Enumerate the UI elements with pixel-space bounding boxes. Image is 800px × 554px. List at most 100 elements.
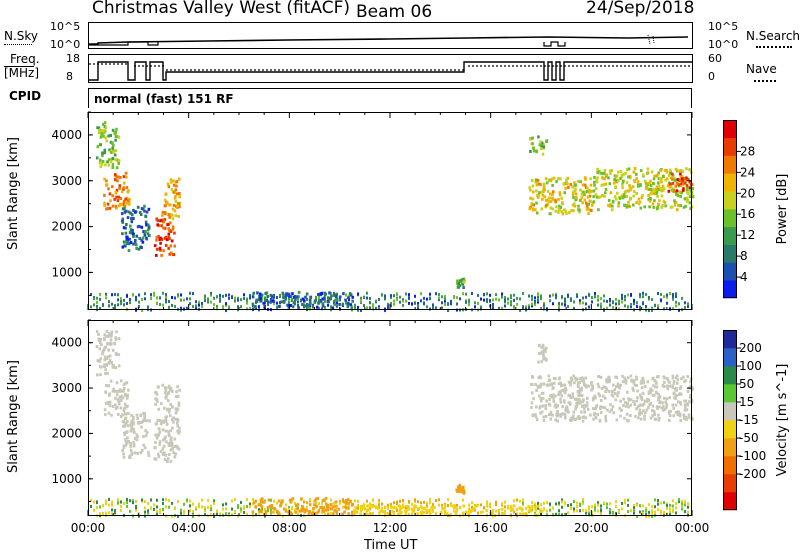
scatter-pixel xyxy=(159,302,161,306)
echo-pixel xyxy=(574,187,577,191)
echo-pixel xyxy=(681,182,685,186)
scatter-pixel xyxy=(579,299,581,303)
echo-pixel xyxy=(653,412,657,416)
echo-pixel xyxy=(158,246,162,250)
scatter-pixel xyxy=(642,504,644,508)
echo-pixel xyxy=(637,197,641,201)
echo-pixel xyxy=(383,505,387,509)
echo-pixel xyxy=(168,408,171,411)
echo-pixel xyxy=(497,509,501,513)
echo-pixel xyxy=(125,223,128,226)
echo-pixel xyxy=(689,207,692,211)
colorbar-frame xyxy=(723,330,737,510)
echo-pixel xyxy=(289,500,293,504)
echo-pixel xyxy=(571,185,574,189)
echo-pixel xyxy=(602,172,606,176)
echo-pixel xyxy=(667,173,671,177)
echo-pixel xyxy=(148,234,151,238)
scatter-pixel xyxy=(135,508,137,512)
echo-pixel xyxy=(626,168,629,171)
scatter-pixel xyxy=(420,501,422,505)
scatter-pixel xyxy=(570,297,572,301)
scatter-pixel xyxy=(246,498,248,502)
scatter-pixel xyxy=(492,302,494,306)
echo-pixel xyxy=(278,305,281,308)
echo-pixel xyxy=(614,398,617,402)
echo-pixel xyxy=(107,163,111,167)
scatter-pixel xyxy=(294,508,296,512)
echo-pixel xyxy=(129,444,132,448)
colorbar-segment xyxy=(723,137,737,156)
echo-pixel xyxy=(558,191,562,195)
echo-pixel xyxy=(163,406,166,410)
echo-pixel xyxy=(110,332,113,336)
echo-pixel xyxy=(160,224,163,228)
echo-pixel xyxy=(684,405,687,409)
echo-pixel xyxy=(646,167,650,171)
scatter-pixel xyxy=(330,512,332,516)
scatter-pixel xyxy=(207,498,209,502)
echo-region-2 xyxy=(120,204,151,252)
scatter-pixel xyxy=(597,501,599,505)
echo-pixel xyxy=(115,330,118,334)
echo-pixel xyxy=(129,241,133,244)
scatter-pixel xyxy=(99,512,101,516)
scatter-pixel xyxy=(255,513,257,517)
scatter-pixel xyxy=(144,510,146,514)
echo-pixel xyxy=(538,143,542,147)
echo-pixel xyxy=(162,419,165,423)
echo-pixel xyxy=(172,451,175,455)
echo-pixel xyxy=(617,170,620,174)
scatter-pixel xyxy=(135,499,137,503)
echo-pixel xyxy=(177,403,181,407)
scatter-pixel xyxy=(507,506,509,510)
echo-pixel xyxy=(584,177,587,181)
echo-pixel xyxy=(540,410,544,414)
echo-pixel xyxy=(460,280,464,284)
echo-pixel xyxy=(558,391,562,395)
scatter-pixel xyxy=(282,514,284,518)
scatter-pixel xyxy=(492,508,494,512)
echo-pixel xyxy=(143,416,147,420)
echo-pixel xyxy=(454,506,457,509)
scatter-pixel xyxy=(210,507,212,511)
echo-pixel xyxy=(688,201,692,205)
echo-pixel xyxy=(545,346,548,350)
scatter-pixel xyxy=(315,501,317,505)
echo-pixel xyxy=(462,491,466,495)
echo-pixel xyxy=(305,304,308,308)
colorbar-segment xyxy=(723,420,737,439)
echo-pixel xyxy=(543,188,546,192)
scatter-pixel xyxy=(435,512,437,516)
scatter-pixel xyxy=(675,304,677,308)
echo-pixel xyxy=(672,380,676,383)
scatter-pixel xyxy=(288,297,290,301)
scatter-pixel xyxy=(114,511,116,515)
echo-pixel xyxy=(552,176,556,180)
scatter-pixel xyxy=(444,299,446,303)
echo-pixel xyxy=(269,300,272,304)
echo-pixel xyxy=(125,175,128,179)
scatter-pixel xyxy=(441,301,443,305)
echo-pixel xyxy=(539,140,542,144)
scatter-pixel xyxy=(597,509,599,513)
scatter-pixel xyxy=(687,510,689,514)
plot-area xyxy=(88,112,692,310)
echo-pixel xyxy=(641,376,645,380)
scatter-pixel xyxy=(540,503,542,507)
echo-pixel xyxy=(170,180,173,184)
echo-pixel xyxy=(251,302,255,306)
echo-pixel xyxy=(144,434,148,438)
echo-pixel xyxy=(535,189,538,193)
scatter-pixel xyxy=(663,307,665,311)
echo-pixel xyxy=(596,170,599,174)
scatter-pixel xyxy=(444,294,446,298)
scatter-pixel xyxy=(204,506,206,510)
echo-pixel xyxy=(164,211,167,215)
scatter-pixel xyxy=(297,296,299,300)
echo-pixel xyxy=(254,499,258,503)
colorbar-tick-label: 50 xyxy=(739,377,754,391)
echo-pixel xyxy=(649,188,653,191)
echo-pixel xyxy=(689,380,692,384)
scatter-pixel xyxy=(615,297,617,301)
